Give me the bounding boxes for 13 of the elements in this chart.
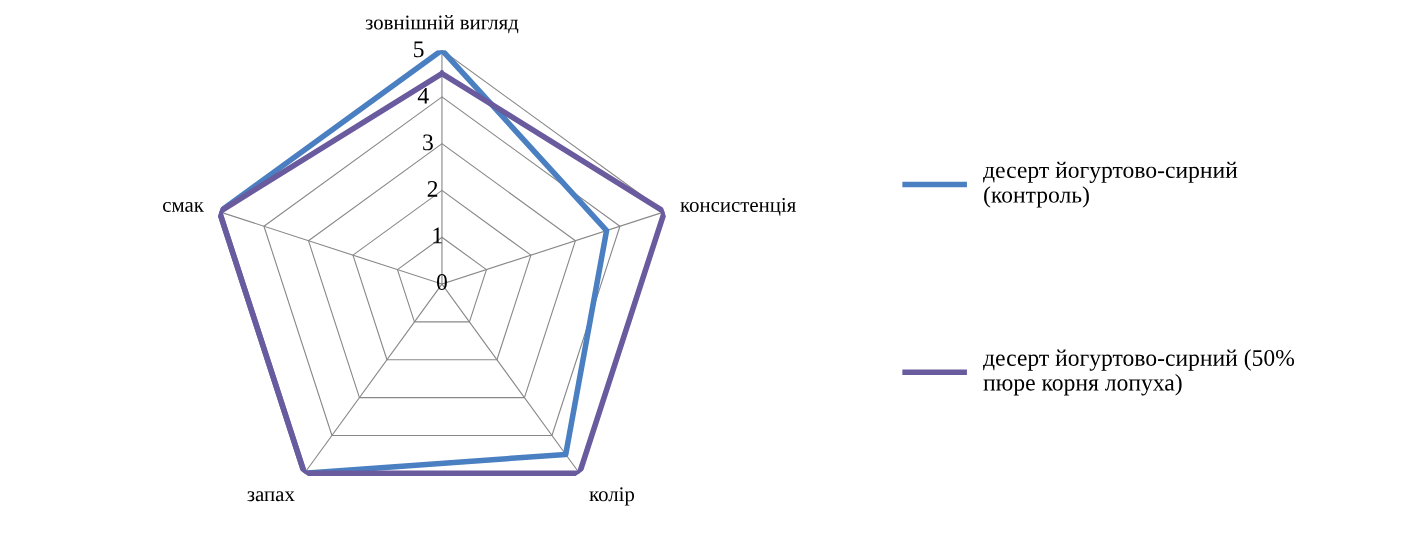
spoke-label: колір <box>589 487 635 506</box>
spoke-label: консистенція <box>680 197 796 216</box>
spoke-label: запах <box>247 491 295 502</box>
y-tick-label: 3 <box>423 134 433 151</box>
legend-label: десерт йогуртово-сирний (50% пюре корня лопуха) <box>983 349 1295 396</box>
y-tick-label: 5 <box>414 41 424 58</box>
y-tick-label: 0 <box>436 274 447 290</box>
y-tick-label: 1 <box>433 227 442 244</box>
legend-label: десерт йогуртово-сирний (контроль) <box>983 161 1238 208</box>
y-tick-label: 4 <box>417 87 429 104</box>
spoke-label: зовнішній вигляд <box>365 15 519 34</box>
spoke-label: смак <box>163 201 204 212</box>
y-tick-label: 2 <box>427 181 438 197</box>
